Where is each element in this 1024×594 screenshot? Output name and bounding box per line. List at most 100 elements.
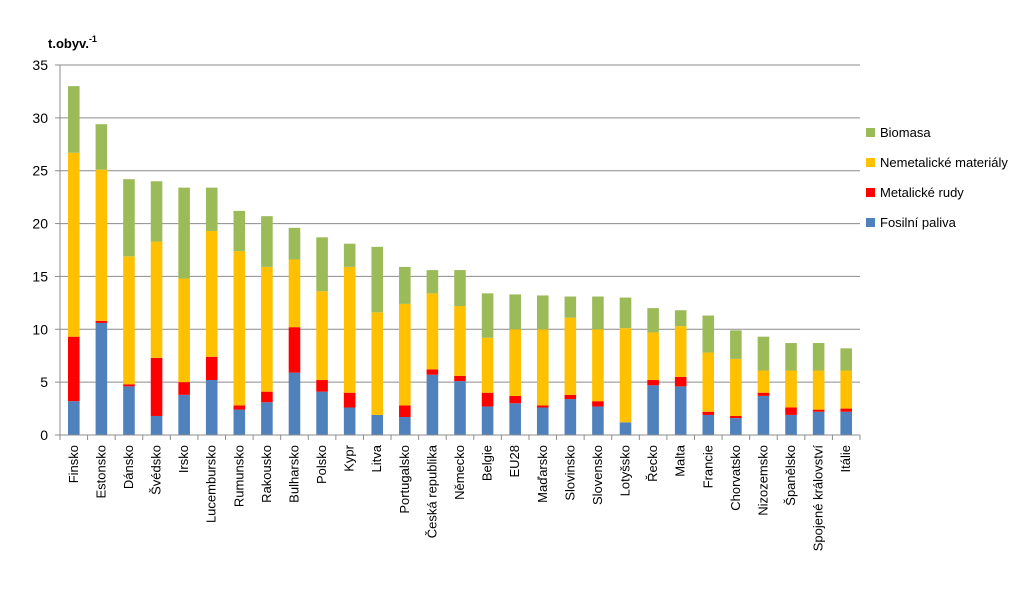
category-label: Chorvatsko bbox=[728, 445, 743, 511]
bar-segment bbox=[150, 415, 163, 435]
category-label: Spojené království bbox=[811, 445, 826, 552]
bar-segment bbox=[178, 278, 190, 383]
bar-segment bbox=[316, 237, 328, 292]
bar-segment bbox=[426, 374, 439, 435]
category-label: Slovensko bbox=[590, 445, 605, 505]
y-axis-title-superscript: -1 bbox=[89, 34, 97, 44]
category-label: Řecko bbox=[645, 445, 660, 482]
bar-segment bbox=[509, 403, 521, 435]
category-label: Malta bbox=[673, 444, 688, 477]
legend-swatch bbox=[866, 218, 875, 227]
bar-segment bbox=[205, 230, 218, 357]
bar-segment bbox=[481, 337, 494, 393]
bar-segment bbox=[261, 391, 273, 403]
bar-segment bbox=[674, 310, 687, 327]
y-tick-label: 5 bbox=[40, 374, 48, 390]
category-label: Lotyšsko bbox=[618, 445, 633, 496]
category-label: Rumunsko bbox=[231, 445, 246, 507]
bar-segment bbox=[288, 227, 301, 260]
legend-label: Nemetalické materiály bbox=[880, 155, 1008, 170]
bar-segment bbox=[509, 294, 521, 330]
bar-segment bbox=[95, 320, 108, 323]
category-label: Litva bbox=[369, 444, 384, 472]
bar-segment bbox=[757, 392, 770, 396]
bar-segment bbox=[702, 414, 715, 435]
bar-segment bbox=[647, 308, 659, 333]
category-label: Maďarsko bbox=[535, 445, 550, 503]
bar-segment bbox=[730, 415, 742, 419]
bar-segment bbox=[812, 411, 825, 435]
bar-segment bbox=[68, 336, 80, 402]
bar-segment bbox=[95, 169, 108, 321]
category-label: Estonsko bbox=[93, 445, 108, 498]
bar-segment bbox=[343, 266, 356, 393]
bar-segment bbox=[233, 405, 246, 410]
bar-segment bbox=[702, 315, 715, 353]
bar-segment bbox=[288, 259, 301, 328]
category-label: Švédsko bbox=[149, 445, 164, 495]
bar-segment bbox=[757, 336, 770, 371]
category-labels: Finsko Estonsko Dánsko Švédsko Irsko Lucembur… bbox=[66, 444, 853, 551]
bar-segment bbox=[840, 408, 852, 412]
y-tick-label: 20 bbox=[32, 216, 48, 232]
bar-segment bbox=[509, 395, 521, 404]
bar-segment bbox=[233, 251, 246, 406]
bar-segment bbox=[730, 358, 742, 416]
bar-segment bbox=[619, 297, 632, 329]
category-label: Německo bbox=[452, 445, 467, 500]
bar-segment bbox=[233, 210, 246, 252]
bar-segment bbox=[564, 296, 577, 318]
legend-swatch bbox=[866, 128, 875, 137]
bar-segment bbox=[123, 386, 135, 435]
bar-segment bbox=[785, 343, 797, 371]
bar-segment bbox=[261, 266, 273, 392]
bar-segment bbox=[536, 295, 549, 330]
bar-segment bbox=[288, 372, 301, 435]
bar-segment bbox=[619, 328, 632, 423]
bar-segment bbox=[702, 411, 715, 415]
bar-segment bbox=[564, 317, 577, 395]
bar-segment bbox=[150, 357, 163, 416]
bar-segment bbox=[95, 124, 108, 170]
y-tick-labels: 0 5 10 15 20 25 30 35 bbox=[32, 57, 48, 443]
y-tick-label: 10 bbox=[32, 321, 48, 337]
bar-segment bbox=[536, 407, 549, 435]
x-axis bbox=[55, 64, 861, 440]
bar-segment bbox=[316, 291, 328, 381]
bar-segment bbox=[454, 306, 466, 376]
bar-segment bbox=[426, 270, 439, 294]
y-axis-title: t.obyv.-1 bbox=[48, 34, 97, 51]
category-label: Nizozemsko bbox=[755, 445, 770, 516]
bar-segment bbox=[730, 330, 742, 359]
bar-segment bbox=[509, 329, 521, 396]
bar-segment bbox=[316, 391, 328, 435]
category-label: Itálie bbox=[838, 445, 853, 472]
bar-segment bbox=[785, 370, 797, 408]
legend-label: Fosilní paliva bbox=[880, 215, 957, 230]
y-tick-label: 0 bbox=[40, 427, 48, 443]
legend-label: Biomasa bbox=[880, 125, 931, 140]
bar-segment bbox=[68, 401, 80, 435]
bar-segment bbox=[371, 414, 384, 435]
category-label: Česká republika bbox=[424, 444, 439, 538]
legend-swatch bbox=[866, 158, 875, 167]
y-tick-label: 15 bbox=[32, 268, 48, 284]
bar-segment bbox=[702, 352, 715, 412]
y-axis-title-text: t.obyv. bbox=[48, 36, 89, 51]
bar-segment bbox=[454, 270, 466, 307]
bar-segment bbox=[840, 370, 852, 409]
category-label: Rakousko bbox=[259, 445, 274, 503]
bar-segment bbox=[399, 417, 411, 435]
bar-segment bbox=[399, 266, 411, 304]
bar-segment bbox=[536, 405, 549, 408]
bar-segment bbox=[812, 343, 825, 371]
bar-segment bbox=[536, 329, 549, 406]
bar-segment bbox=[123, 384, 135, 387]
category-label: Irsko bbox=[176, 445, 191, 473]
bar-segment bbox=[178, 394, 190, 435]
bars bbox=[68, 86, 852, 435]
bar-segment bbox=[178, 382, 190, 395]
bar-segment bbox=[647, 332, 659, 381]
bar-segment bbox=[564, 394, 577, 400]
bar-segment bbox=[205, 187, 218, 231]
